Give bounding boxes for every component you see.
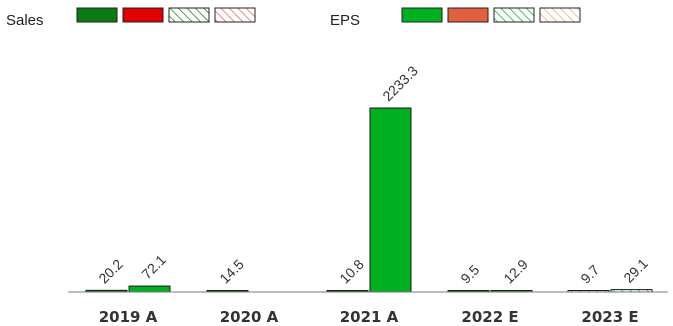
legend-swatch-eps-2 [447,7,489,23]
x-axis-ticks: 2019 A 2020 A 2021 A 2022 E 2023 E [99,308,639,326]
x-tick-label: 2019 A [99,308,158,326]
legend: Sales EPS [6,7,581,29]
bar-eps-2019-a [128,285,171,293]
data-label-sales-2019-a: 20.2 [95,256,126,287]
legend-swatch-sales-1 [76,7,118,23]
data-label-sales-2022-e: 9.5 [457,261,482,286]
x-tick-label: 2020 A [220,308,279,326]
legend-swatch-sales-2 [122,7,164,23]
data-label-sales-2020-a: 14.5 [216,256,247,287]
data-label-eps-2022-e: 12.9 [500,256,531,287]
legend-swatch-eps-1 [401,7,443,23]
data-label-eps-2019-a: 72.1 [138,251,169,282]
x-tick-label: 2022 E [461,308,518,326]
legend-label-sales: Sales [6,12,44,29]
legend-swatch-sales-3 [168,7,210,23]
x-tick-label: 2021 A [340,308,399,326]
x-tick-label: 2023 E [581,308,638,326]
data-label-eps-2023-e: 29.1 [620,255,651,286]
bars [85,107,653,293]
bar-eps-2021-a [369,107,412,293]
data-label-sales-2023-e: 9.7 [577,261,602,286]
legend-label-eps: EPS [330,12,360,29]
legend-swatch-eps-4 [539,7,581,23]
legend-swatch-eps-3 [493,7,535,23]
data-label-eps-2021-a: 2233.3 [379,62,421,104]
data-label-sales-2021-a: 10.8 [336,256,367,287]
legend-swatch-sales-4 [214,7,256,23]
